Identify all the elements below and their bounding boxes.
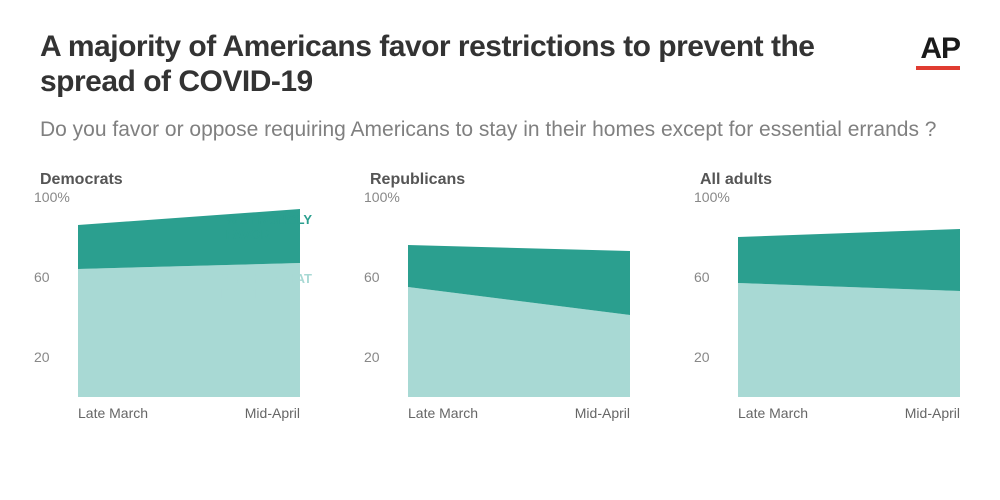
ap-logo-text: AP <box>916 34 960 64</box>
chart-subtitle: Do you favor or oppose requiring America… <box>40 117 960 143</box>
plot-area: 2060100% <box>700 197 960 397</box>
y-tick-label: 20 <box>364 349 380 365</box>
y-tick-label: 20 <box>694 349 710 365</box>
area-somewhat-favor <box>78 263 300 397</box>
chart-panel: Republicans 2060100% Late March Mid-April <box>370 171 630 421</box>
y-tick-label: 100% <box>364 189 400 205</box>
ap-logo-underline <box>916 66 960 70</box>
x-axis-labels: Late March Mid-April <box>738 405 960 421</box>
x-axis-labels: Late March Mid-April <box>408 405 630 421</box>
y-tick-label: 60 <box>364 269 380 285</box>
y-tick-label: 100% <box>694 189 730 205</box>
x-tick-label: Late March <box>738 405 808 421</box>
ap-logo: AP <box>916 30 960 70</box>
panel-title: All adults <box>700 171 960 189</box>
panel-title: Republicans <box>370 171 630 189</box>
area-chart-svg <box>738 197 960 397</box>
plot-area: 2060100%% STRONGLYFAVOR% SOMEWHATFAVOR <box>40 197 300 397</box>
panel-title: Democrats <box>40 171 300 189</box>
x-axis-labels: Late March Mid-April <box>78 405 300 421</box>
chart-panel: Democrats 2060100%% STRONGLYFAVOR% SOMEWH… <box>40 171 300 421</box>
x-tick-label: Late March <box>78 405 148 421</box>
x-tick-label: Mid-April <box>905 405 960 421</box>
x-tick-label: Mid-April <box>245 405 300 421</box>
x-tick-label: Mid-April <box>575 405 630 421</box>
area-strongly-favor <box>78 209 300 269</box>
plot-area: 2060100% <box>370 197 630 397</box>
area-strongly-favor <box>738 229 960 291</box>
x-tick-label: Late March <box>408 405 478 421</box>
y-tick-label: 20 <box>34 349 50 365</box>
chart-title: A majority of Americans favor restrictio… <box>40 30 820 99</box>
charts-container: Democrats 2060100%% STRONGLYFAVOR% SOMEWH… <box>40 171 960 421</box>
area-chart-svg <box>408 197 630 397</box>
y-tick-label: 60 <box>34 269 50 285</box>
area-somewhat-favor <box>738 283 960 397</box>
area-chart-svg <box>78 197 300 397</box>
y-tick-label: 100% <box>34 189 70 205</box>
y-tick-label: 60 <box>694 269 710 285</box>
chart-panel: All adults 2060100% Late March Mid-April <box>700 171 960 421</box>
